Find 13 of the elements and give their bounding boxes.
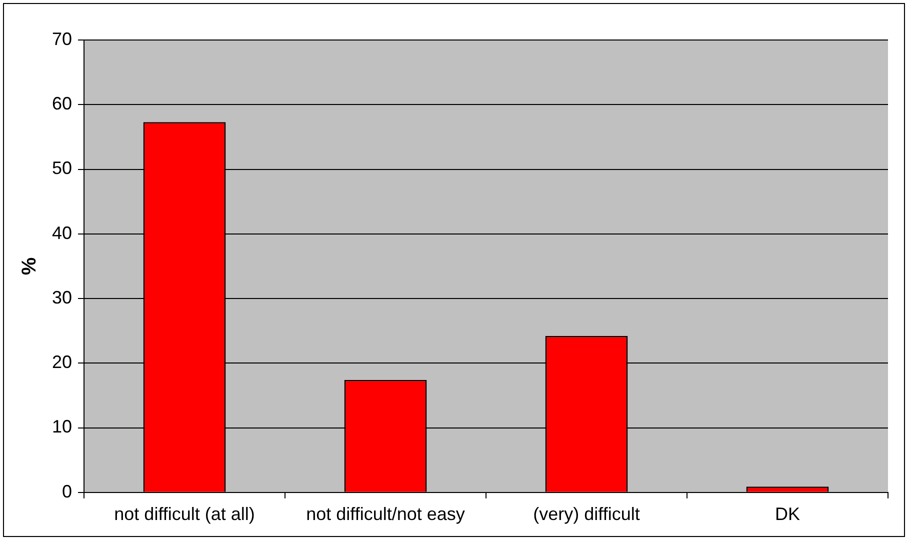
x-tick-label: not difficult (at all) [114,504,255,524]
y-axis-title: % [18,257,41,276]
x-tick-label: (very) difficult [533,504,640,524]
y-tick-label: 70 [52,28,72,49]
y-tick-label: 50 [52,158,72,178]
y-tick-label: 40 [52,222,72,243]
y-tick-label: 0 [62,481,72,502]
y-tick-label: 60 [52,94,72,114]
y-tick-label: 20 [52,352,72,372]
y-tick-label: 10 [52,416,72,437]
y-tick-label: 30 [52,287,72,308]
x-tick-label: DK [774,504,800,524]
x-tick-label: not difficult/not easy [306,504,465,524]
